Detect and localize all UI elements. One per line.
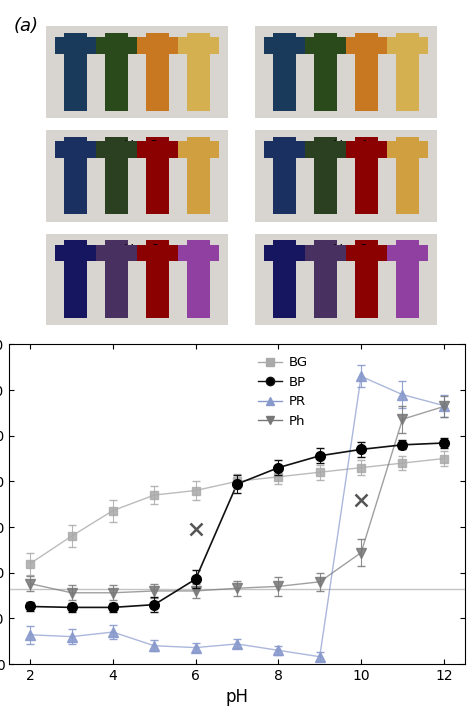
Bar — [96, 141, 137, 158]
Bar — [346, 245, 387, 261]
Text: pH= 10: pH= 10 — [110, 347, 164, 361]
Text: pH= 4: pH= 4 — [324, 139, 368, 154]
Bar — [105, 136, 128, 214]
Bar — [178, 37, 219, 54]
Bar — [255, 234, 437, 326]
Bar — [64, 241, 87, 318]
Bar — [305, 245, 346, 261]
Bar — [105, 33, 128, 111]
Bar — [314, 33, 337, 111]
Bar — [105, 241, 128, 318]
Bar — [346, 141, 387, 158]
Bar — [46, 234, 228, 326]
Text: pH= 8: pH= 8 — [324, 243, 368, 257]
Bar — [305, 141, 346, 158]
Bar — [46, 130, 228, 222]
Bar — [96, 245, 137, 261]
Bar — [396, 241, 419, 318]
Bar — [356, 136, 378, 214]
Bar — [146, 241, 169, 318]
Bar — [55, 141, 96, 158]
X-axis label: pH: pH — [226, 688, 248, 706]
Bar — [64, 136, 87, 214]
Bar — [178, 141, 219, 158]
Bar — [55, 37, 96, 54]
Bar — [255, 26, 437, 118]
Bar — [146, 136, 169, 214]
Bar — [137, 245, 178, 261]
Bar — [356, 33, 378, 111]
Bar — [96, 37, 137, 54]
Bar — [264, 37, 305, 54]
Bar — [314, 241, 337, 318]
Bar — [396, 33, 419, 111]
Bar — [187, 33, 210, 111]
Bar — [346, 37, 387, 54]
Bar — [273, 241, 296, 318]
Text: pH= 12: pH= 12 — [320, 347, 373, 361]
Bar — [178, 245, 219, 261]
Bar — [187, 241, 210, 318]
Bar — [187, 136, 210, 214]
Text: pH= 6: pH= 6 — [115, 243, 159, 257]
Bar — [46, 26, 228, 118]
Text: (a): (a) — [14, 17, 39, 35]
Bar — [264, 141, 305, 158]
Bar — [137, 141, 178, 158]
Bar — [314, 136, 337, 214]
Bar — [255, 130, 437, 222]
Text: pH= 2: pH= 2 — [115, 139, 159, 154]
Bar — [146, 33, 169, 111]
Bar — [273, 136, 296, 214]
Bar — [137, 37, 178, 54]
Bar — [273, 33, 296, 111]
Bar — [356, 241, 378, 318]
Bar — [55, 245, 96, 261]
Bar — [387, 141, 428, 158]
Bar — [264, 245, 305, 261]
Legend: BG, BP, PR, Ph: BG, BP, PR, Ph — [253, 351, 313, 433]
Bar — [64, 33, 87, 111]
Bar — [387, 37, 428, 54]
Bar — [305, 37, 346, 54]
Bar — [396, 136, 419, 214]
Bar — [387, 245, 428, 261]
